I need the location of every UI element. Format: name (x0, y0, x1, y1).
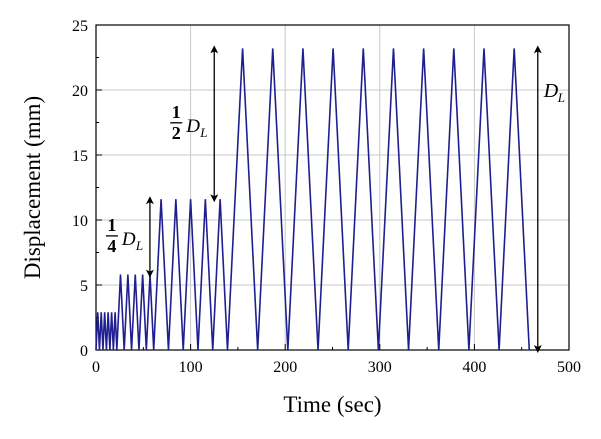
series (95, 48, 531, 351)
annotation-subscript: L (135, 238, 143, 253)
x-axis-title: Time (sec) (283, 392, 381, 417)
annotation-subscript: L (557, 90, 565, 105)
annotation-symbol: D (121, 229, 136, 250)
displacement-series-line (95, 48, 531, 351)
x-tick-label: 500 (557, 359, 581, 376)
y-tick-label: 10 (72, 213, 88, 230)
annotation-fraction-numerator: 1 (107, 215, 116, 235)
annotation-symbol: D (185, 116, 200, 137)
annotation-fraction-denominator: 2 (172, 123, 181, 143)
annotations: 14 D L12 D LD L (105, 45, 565, 353)
y-tick-label: 15 (72, 148, 88, 165)
x-tick-label: 400 (462, 359, 486, 376)
annotation-symbol: D (543, 80, 559, 102)
y-tick-label: 25 (72, 18, 88, 35)
y-tick-label: 0 (80, 343, 88, 360)
y-tick-label: 5 (80, 278, 88, 295)
y-axis-title: Displacement (mm) (20, 96, 45, 279)
x-tick-label: 200 (273, 359, 297, 376)
x-tick-label: 0 (92, 359, 100, 376)
annotation-fraction-denominator: 4 (107, 236, 116, 256)
x-tick-label: 100 (179, 359, 203, 376)
y-tick-label: 20 (72, 83, 88, 100)
x-tick-label: 300 (368, 359, 392, 376)
axis-ticks: 0 100 200 300 400 500 0 5 10 15 20 25 (72, 18, 581, 376)
annotation-subscript: L (199, 125, 207, 140)
annotation-fraction-numerator: 1 (172, 102, 181, 122)
